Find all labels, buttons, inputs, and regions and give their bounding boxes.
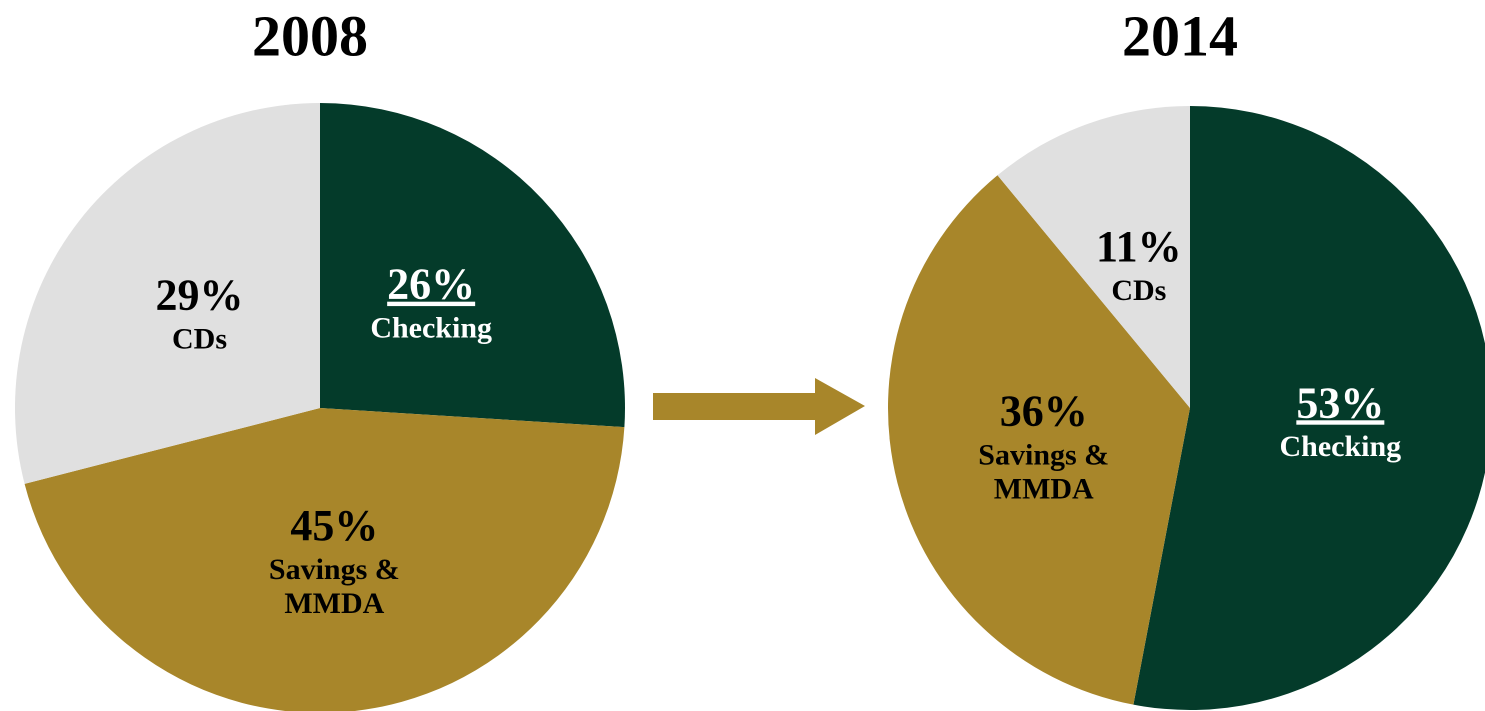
pie-slice — [14, 103, 320, 484]
pie-slice — [997, 106, 1190, 408]
category-label: Savings & MMDA — [269, 553, 400, 620]
pie-slice — [1133, 106, 1485, 710]
value-label: 29% — [156, 271, 244, 320]
category-label: Checking — [370, 311, 492, 344]
category-label: CDs — [1111, 274, 1166, 307]
chart-title: 2014 — [1122, 3, 1238, 68]
category-label: Checking — [1279, 430, 1401, 463]
value-label: 11% — [1096, 222, 1182, 271]
category-label: CDs — [172, 322, 227, 355]
value-label: 36% — [1000, 387, 1088, 436]
category-label: Savings & MMDA — [978, 438, 1109, 505]
chart-title: 2008 — [252, 3, 368, 68]
arrow — [653, 378, 865, 435]
pie-slice — [24, 408, 625, 711]
pie-slice — [320, 103, 625, 428]
value-label: 26% — [387, 260, 475, 309]
value-label: 53% — [1296, 378, 1384, 427]
pie-slice — [887, 175, 1190, 705]
value-label: 45% — [290, 501, 378, 550]
